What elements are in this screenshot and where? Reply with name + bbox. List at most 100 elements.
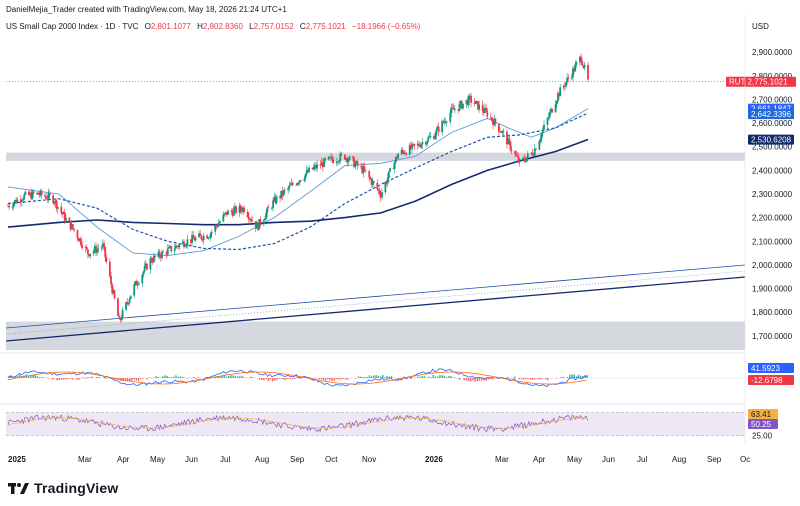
macd-bar: [179, 376, 182, 378]
candle-body: [580, 56, 582, 62]
candle-body: [524, 160, 527, 162]
candle-body: [570, 77, 573, 79]
candle-body: [104, 247, 107, 258]
candle-body: [362, 166, 365, 174]
macd-bar: [582, 376, 584, 378]
macd-bar: [173, 376, 175, 378]
macd-bar: [357, 376, 360, 378]
tradingview-footer[interactable]: TradingView: [8, 480, 118, 496]
candle-body: [208, 237, 211, 239]
candle-body: [316, 164, 319, 169]
candle-body: [296, 183, 299, 185]
candle-body: [103, 243, 105, 248]
macd-bar: [386, 376, 388, 378]
x-axis-tick-label: Oct: [325, 455, 338, 464]
macd-bar: [322, 378, 325, 380]
candle-body: [535, 148, 537, 150]
support-zone-1: [6, 321, 745, 350]
candle-body: [475, 101, 478, 102]
symbol-legend[interactable]: US Small Cap 2000 Index · 1D · TVC O2,80…: [6, 22, 420, 31]
candle-body: [251, 220, 254, 222]
macd-bar: [291, 378, 294, 380]
y-axis-tick-label: 2,800.0000: [752, 72, 793, 81]
price-badge-bg: [726, 76, 796, 87]
candle-body: [84, 247, 87, 248]
candle-body: [554, 104, 557, 113]
candle-body: [489, 116, 492, 118]
macd-bar: [177, 376, 179, 378]
candle-body: [40, 190, 43, 196]
candle-body: [186, 239, 189, 245]
macd-bar: [456, 378, 459, 379]
macd-bar: [225, 376, 228, 378]
candle-body: [298, 180, 301, 183]
x-axis-tick-label: Sep: [290, 455, 305, 464]
candle-body: [121, 309, 124, 319]
price-chart[interactable]: 2,900.0000 2,800.0000 2,700.0000 2,600.0000…: [0, 0, 800, 470]
ohlc-open: O2,801.1077: [144, 22, 191, 31]
candle-body: [332, 159, 335, 163]
candle-body: [541, 129, 544, 133]
candle-body: [539, 138, 542, 142]
x-axis-tick-label: Jul: [220, 455, 230, 464]
rsi-band: [6, 412, 745, 436]
candle-body: [113, 290, 116, 299]
macd-bar: [91, 376, 94, 378]
x-axis-tick-label: Mar: [78, 455, 92, 464]
candle-body: [273, 196, 276, 201]
macd-bar: [373, 375, 375, 378]
y-axis-tick-label: 2,300.0000: [752, 190, 793, 199]
candle-body: [466, 99, 469, 105]
x-axis-tick-label: Aug: [255, 455, 269, 464]
candle-body: [56, 206, 59, 209]
candle-body: [530, 152, 533, 154]
macd-bar: [355, 378, 358, 379]
candle-body: [467, 95, 470, 105]
candle-body: [11, 206, 14, 208]
y-axis-tick-label: 2,700.0000: [752, 95, 793, 104]
macd-bar: [478, 378, 481, 381]
macd-bar: [333, 378, 336, 381]
candle-body: [70, 224, 73, 230]
candle-body: [396, 156, 398, 159]
candle-body: [558, 93, 560, 97]
candle-body: [420, 144, 423, 148]
candle-body: [289, 184, 292, 186]
macd-bar: [276, 378, 278, 380]
macd-bar: [472, 378, 474, 381]
candle-body: [54, 200, 57, 204]
macd-bar: [430, 377, 432, 378]
candle-body: [29, 192, 31, 196]
candle-body: [572, 68, 574, 78]
candle-body: [32, 191, 35, 194]
candle-body: [559, 87, 562, 97]
macd-bar: [313, 378, 316, 379]
candle-body: [328, 156, 331, 158]
candle-body: [89, 253, 92, 257]
rsi-axis-tick-label: 25.00: [752, 431, 773, 440]
macd-bar: [14, 376, 17, 378]
macd-bar: [239, 376, 241, 378]
candles: [7, 52, 589, 323]
candle-body: [168, 246, 170, 249]
candle-body: [191, 235, 193, 243]
macd-bar: [197, 377, 199, 378]
candle-body: [381, 192, 383, 198]
candle-body: [134, 281, 137, 285]
candle-body: [231, 211, 234, 216]
candle-body: [15, 200, 18, 204]
candle-body: [129, 295, 132, 300]
currency-label: USD: [752, 22, 769, 31]
macd-bar: [555, 378, 558, 379]
macd-bar: [82, 377, 85, 378]
x-axis-tick-label: Jul: [637, 455, 647, 464]
price-badge-label: RUT 2,775.1021: [729, 78, 788, 87]
macd-bar: [36, 376, 39, 378]
macd-bar: [544, 378, 547, 380]
macd-bar: [390, 376, 393, 378]
candle-body: [494, 118, 497, 125]
candle-body: [405, 153, 408, 155]
macd-bar: [470, 378, 472, 382]
candle-body: [222, 214, 225, 222]
macd-bar: [258, 378, 261, 380]
